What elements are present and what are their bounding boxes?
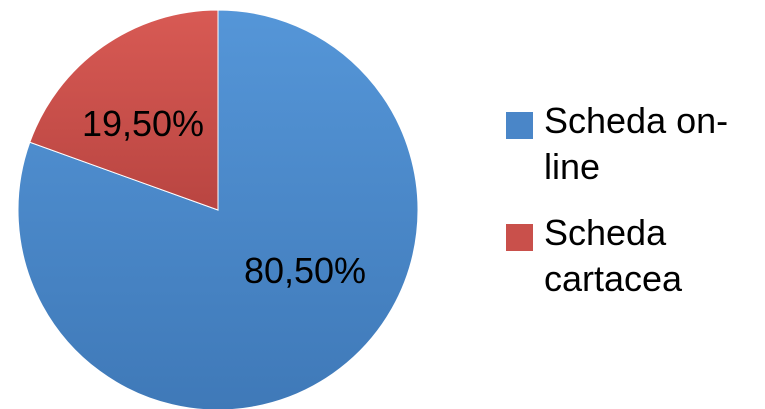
slice-label-scheda-online: 80,50%: [244, 250, 366, 291]
legend: Scheda on- line Scheda cartacea: [506, 98, 756, 322]
legend-label-scheda-online: Scheda on- line: [544, 100, 729, 187]
legend-item-scheda-cartacea: Scheda cartacea: [506, 210, 756, 302]
legend-label-scheda-cartacea: Scheda cartacea: [544, 212, 683, 299]
legend-swatch-scheda-cartacea: [506, 224, 533, 251]
legend-item-scheda-online: Scheda on- line: [506, 98, 756, 190]
slice-scheda-online: [17, 9, 419, 409]
slice-scheda-cartacea: [29, 9, 219, 211]
slice-label-scheda-cartacea: 19,50%: [82, 103, 204, 144]
legend-swatch-scheda-online: [506, 112, 533, 139]
